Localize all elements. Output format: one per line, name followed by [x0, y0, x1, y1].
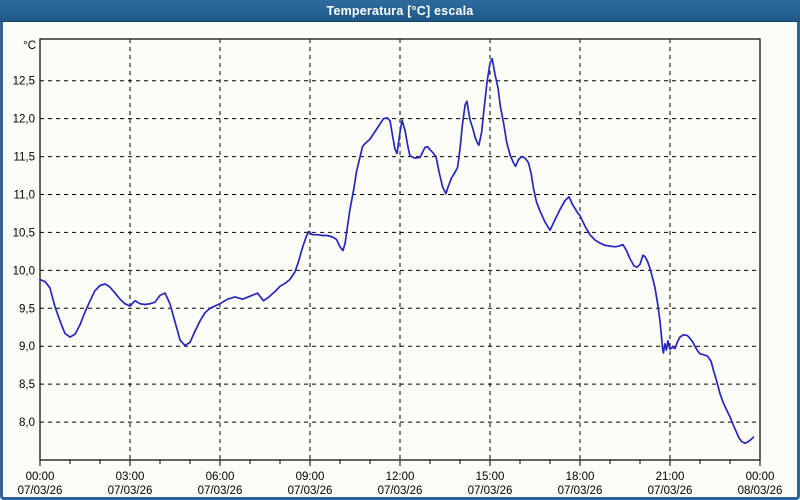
x-tick-time-label: 00:00 — [26, 471, 55, 483]
window-titlebar[interactable]: Temperatura [°C] escala — [0, 0, 800, 22]
temperature-series-line — [39, 57, 755, 445]
y-axis-unit-label: °C — [23, 40, 36, 52]
chart-area: 8,0 8,5 9,0 9,5 10,0 10,5 11,0 11,5 12,0 12,5 00:0… — [0, 22, 800, 500]
x-tick-time-label: 03:00 — [116, 471, 145, 483]
plot-frame — [39, 38, 761, 461]
y-tick-label: 11,5 — [13, 152, 35, 164]
y-tick-label: 10,5 — [13, 227, 35, 239]
x-tick-time-label: 18:00 — [566, 471, 595, 483]
x-tick-time-label: 12:00 — [386, 471, 415, 483]
x-tick-date-label: 07/03/26 — [558, 485, 603, 497]
y-tick-label: 8,5 — [19, 379, 35, 391]
x-tick-date-label: 08/03/26 — [738, 485, 783, 497]
x-tick-date-label: 07/03/26 — [468, 485, 513, 497]
x-tick-date-label: 07/03/26 — [108, 485, 153, 497]
x-tick-date-label: 07/03/26 — [378, 485, 423, 497]
x-tick-time-label: 21:00 — [656, 471, 685, 483]
y-tick-label: 10,0 — [13, 265, 35, 277]
y-tick-label: 9,5 — [19, 303, 35, 315]
window-title: Temperatura [°C] escala — [326, 3, 474, 18]
y-tick-label: 12,5 — [13, 76, 35, 88]
y-tick-label: 9,0 — [19, 341, 35, 353]
y-tick-label: 12,0 — [13, 114, 35, 126]
x-tick-time-label: 00:00 — [746, 471, 775, 483]
x-tick-date-label: 07/03/26 — [648, 485, 693, 497]
x-tick-time-label: 09:00 — [296, 471, 325, 483]
x-tick-date-label: 07/03/26 — [18, 485, 63, 497]
y-tick-label: 8,0 — [19, 417, 35, 429]
x-tick-date-label: 07/03/26 — [198, 485, 243, 497]
temperature-line-chart: 8,0 8,5 9,0 9,5 10,0 10,5 11,0 11,5 12,0 12,5 00:0… — [13, 38, 783, 497]
x-tick-time-label: 06:00 — [206, 471, 235, 483]
y-tick-label: 11,0 — [13, 190, 35, 202]
x-tick-date-label: 07/03/26 — [288, 485, 333, 497]
x-tick-time-label: 15:00 — [476, 471, 505, 483]
